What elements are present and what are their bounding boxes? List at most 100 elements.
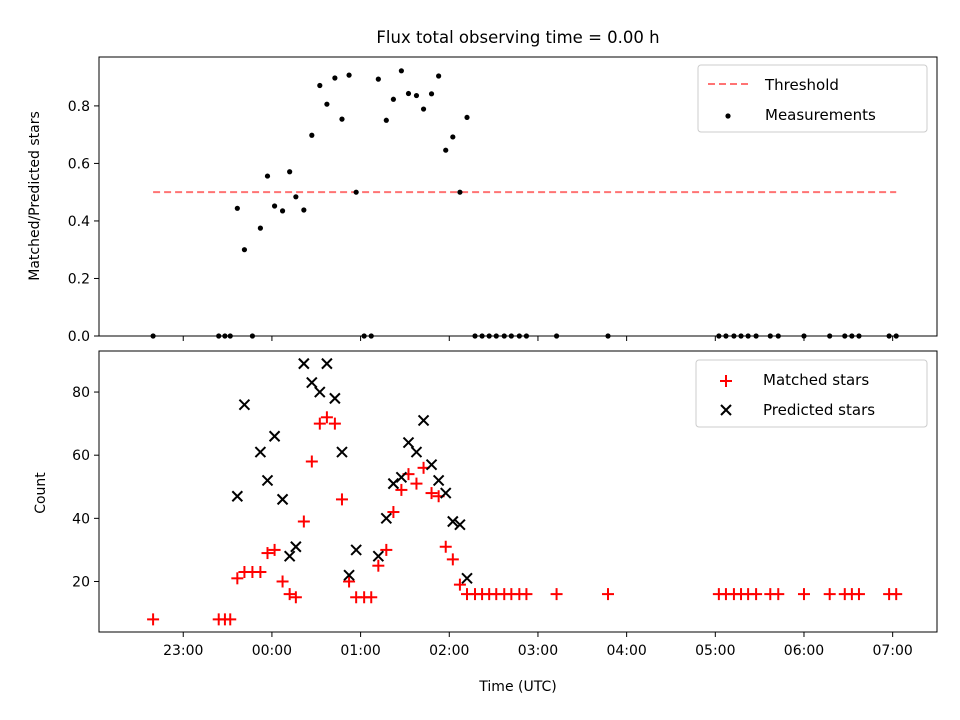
measurement-point xyxy=(428,91,435,97)
predicted-star-point xyxy=(387,477,400,490)
measurement-point xyxy=(287,169,293,175)
matched-star-point xyxy=(772,588,785,601)
predicted-star-point xyxy=(306,376,318,389)
measurement-point xyxy=(249,333,256,339)
predicted-star-point-b xyxy=(298,357,310,370)
measurement-point xyxy=(227,333,233,339)
legend-threshold-label: Threshold xyxy=(764,76,839,94)
measurement-point xyxy=(553,333,560,339)
predicted-star-point-b xyxy=(231,490,244,502)
measurement-point xyxy=(723,333,729,339)
legend-predicted-swatch xyxy=(720,404,732,416)
predicted-star-point xyxy=(261,474,274,487)
matched-star-point xyxy=(268,543,281,556)
matched-star-point xyxy=(289,591,302,604)
ratio-x-ticks xyxy=(182,336,894,341)
measurement-point xyxy=(413,92,420,99)
predicted-star-point xyxy=(440,487,452,499)
ratio-y-tick-label: 0.0 xyxy=(68,329,90,345)
measurement-point xyxy=(257,225,263,231)
predicted-star-point-b xyxy=(290,541,302,553)
legend-matched-swatch xyxy=(720,375,732,387)
measurement-point xyxy=(375,76,381,82)
x-axis-label: Time (UTC) xyxy=(478,679,556,695)
measurement-point xyxy=(775,333,781,339)
predicted-star-point xyxy=(231,490,244,502)
matched-star-point xyxy=(231,572,244,585)
ratio-y-axis-label: Matched/Predicted stars xyxy=(27,111,43,281)
predicted-star-point xyxy=(254,446,267,458)
measurement-point xyxy=(346,72,352,78)
measurement-point xyxy=(241,247,248,253)
count-y-tick-label: 60 xyxy=(72,448,90,464)
measurement-point xyxy=(886,333,892,339)
matched-star-point xyxy=(550,588,563,601)
matched-star-point xyxy=(425,487,438,500)
predicted-star-point-b xyxy=(321,357,333,370)
predicted-star-point-b xyxy=(314,386,326,398)
measurement-point xyxy=(856,333,862,339)
ratio-y-tick-label: 0.8 xyxy=(68,99,90,115)
predicted-star-point-b xyxy=(343,569,355,581)
matched-star-point xyxy=(328,417,341,430)
predicted-star-point xyxy=(290,541,302,553)
matched-star-point xyxy=(380,543,393,556)
predicted-star-point-b xyxy=(372,550,385,562)
predicted-star-point xyxy=(410,446,423,458)
measurement-point xyxy=(301,207,307,213)
measurement-point xyxy=(457,189,463,195)
count-plot-area xyxy=(147,357,903,626)
matched-star-point xyxy=(343,575,356,588)
predicted-star-point xyxy=(329,392,341,405)
predicted-star-point-b xyxy=(402,436,415,449)
predicted-star-point xyxy=(276,493,289,506)
predicted-star-point-b xyxy=(261,474,274,487)
predicted-star-point xyxy=(402,436,415,449)
measurement-point xyxy=(383,117,389,123)
legend-measurements-swatch xyxy=(725,113,731,119)
matched-star-point xyxy=(305,455,318,468)
predicted-star-point xyxy=(447,515,459,528)
matched-star-point xyxy=(395,483,408,496)
count-x-tick-label: 02:00 xyxy=(429,643,469,659)
predicted-star-point-b xyxy=(461,572,473,585)
count-y-tick-label: 20 xyxy=(72,574,90,590)
matched-star-point xyxy=(750,588,763,601)
predicted-star-point xyxy=(321,357,333,370)
measurement-point xyxy=(361,333,367,339)
predicted-star-point-b xyxy=(254,446,267,458)
count-legend-box xyxy=(695,359,928,428)
measurement-point xyxy=(767,333,773,339)
count-y-tick-label: 40 xyxy=(72,511,90,527)
predicted-star-point-b xyxy=(410,446,423,458)
measurement-point xyxy=(436,73,442,79)
measurement-point xyxy=(264,173,271,179)
count-x-tick-label: 23:00 xyxy=(163,643,203,659)
predicted-star-point xyxy=(432,474,445,487)
measurement-point xyxy=(842,333,848,339)
measurement-point xyxy=(753,333,759,339)
matched-star-point xyxy=(297,515,310,528)
predicted-star-point xyxy=(314,386,326,398)
predicted-star-point xyxy=(380,512,393,525)
measurement-point xyxy=(493,333,499,339)
ratio-panel: Flux total observing time = 0.00 h Match… xyxy=(27,28,938,345)
matched-star-point xyxy=(372,559,385,572)
count-y-axis-label: Count xyxy=(33,472,49,514)
count-y-tick-label: 80 xyxy=(72,385,90,401)
measurement-point xyxy=(420,106,427,112)
measurement-point xyxy=(516,333,522,339)
predicted-star-point xyxy=(283,550,296,562)
matched-star-point xyxy=(335,493,348,506)
matched-star-point xyxy=(852,588,865,601)
measurement-point xyxy=(150,333,156,339)
measurement-point xyxy=(523,333,530,339)
matched-star-point xyxy=(147,613,160,626)
measurement-point xyxy=(508,333,514,339)
matched-star-point xyxy=(520,588,533,601)
matched-star-point xyxy=(320,411,333,424)
predicted-star-point-b xyxy=(336,446,348,458)
matched-star-point xyxy=(365,591,378,604)
count-x-tick-label: 05:00 xyxy=(695,643,735,659)
predicted-star-point-b xyxy=(238,398,251,411)
